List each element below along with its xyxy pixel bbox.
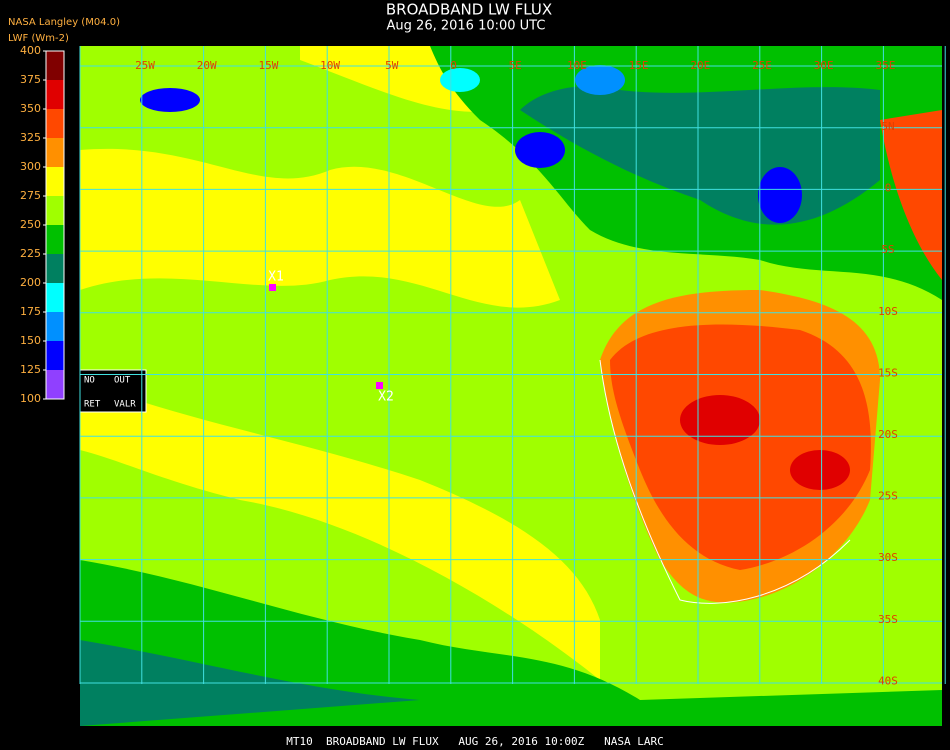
colorbar-tick-label: 175 [20, 305, 41, 318]
legend-box-text: NO [84, 376, 95, 386]
colorbar-tick-label: 375 [20, 73, 41, 86]
longitude-label: 15E [629, 59, 649, 72]
longitude-label: 10E [567, 59, 587, 72]
colorbar-segment [46, 254, 64, 283]
colorbar-tick-label: 225 [20, 247, 41, 260]
colorbar-tick-label: 100 [20, 392, 41, 405]
latitude-label: 5S [881, 243, 894, 256]
latitude-label: 0 [885, 182, 892, 195]
longitude-label: 5E [509, 59, 522, 72]
colorbar-segment [46, 225, 64, 254]
colorbar-tick-label: 125 [20, 363, 41, 376]
longitude-label: 30E [814, 59, 834, 72]
latitude-label: 40S [878, 674, 898, 687]
latitude-label: 20S [878, 428, 898, 441]
colorbar-tick-label: 300 [20, 160, 41, 173]
legend-box-text: OUT [114, 376, 131, 386]
legend-box-text: VALR [114, 400, 136, 410]
longitude-label: 25W [135, 59, 155, 72]
colorbar-tick-label: 275 [20, 189, 41, 202]
longitude-label: 35E [875, 59, 895, 72]
latitude-label: 30S [878, 551, 898, 564]
longitude-label: 10W [320, 59, 340, 72]
colorbar-segment [46, 167, 64, 196]
footer: MT10 BROADBAND LW FLUX AUG 26, 2016 10:0… [286, 735, 664, 748]
longitude-label: 25E [752, 59, 772, 72]
subtitle: Aug 26, 2016 10:00 UTC [387, 19, 546, 34]
marker [376, 382, 383, 389]
source-label: NASA Langley (M04.0) [8, 17, 120, 28]
colorbar-segment [46, 138, 64, 167]
units-label: LWF (Wm-2) [8, 33, 69, 44]
latitude-label: 5N [881, 120, 894, 133]
marker-label: X1 [268, 270, 284, 285]
latitude-label: 15S [878, 366, 898, 379]
legend-box-text: RET [84, 400, 101, 410]
colorbar-tick-label: 250 [20, 218, 41, 231]
colorbar-segment [46, 109, 64, 138]
colorbar-segment [46, 341, 64, 370]
colorbar-tick-label: 150 [20, 334, 41, 347]
colorbar-tick-label: 325 [20, 131, 41, 144]
colorbar-segment [46, 196, 64, 225]
imagery [79, 46, 942, 726]
longitude-label: 0 [450, 59, 457, 72]
longitude-label: 20E [690, 59, 710, 72]
colorbar-segment [46, 51, 64, 80]
colorbar-tick-label: 350 [20, 102, 41, 115]
colorbar-segment [46, 80, 64, 109]
colorbar-segment [46, 283, 64, 312]
colorbar-segment [46, 312, 64, 341]
colorbar-segment [46, 370, 64, 399]
graticule [79, 46, 946, 684]
latitude-label: 25S [878, 490, 898, 503]
longitude-label: 15W [258, 59, 278, 72]
marker-label: X2 [378, 390, 394, 405]
latitude-label: 35S [878, 613, 898, 626]
longitude-label: 5W [385, 59, 399, 72]
colorbar-tick-label: 200 [20, 276, 41, 289]
colorbar-tick-label: 400 [20, 44, 41, 57]
title: BROADBAND LW FLUX [386, 1, 552, 19]
latitude-label: 10S [878, 305, 898, 318]
longitude-label: 20W [197, 59, 217, 72]
marker [269, 284, 276, 291]
